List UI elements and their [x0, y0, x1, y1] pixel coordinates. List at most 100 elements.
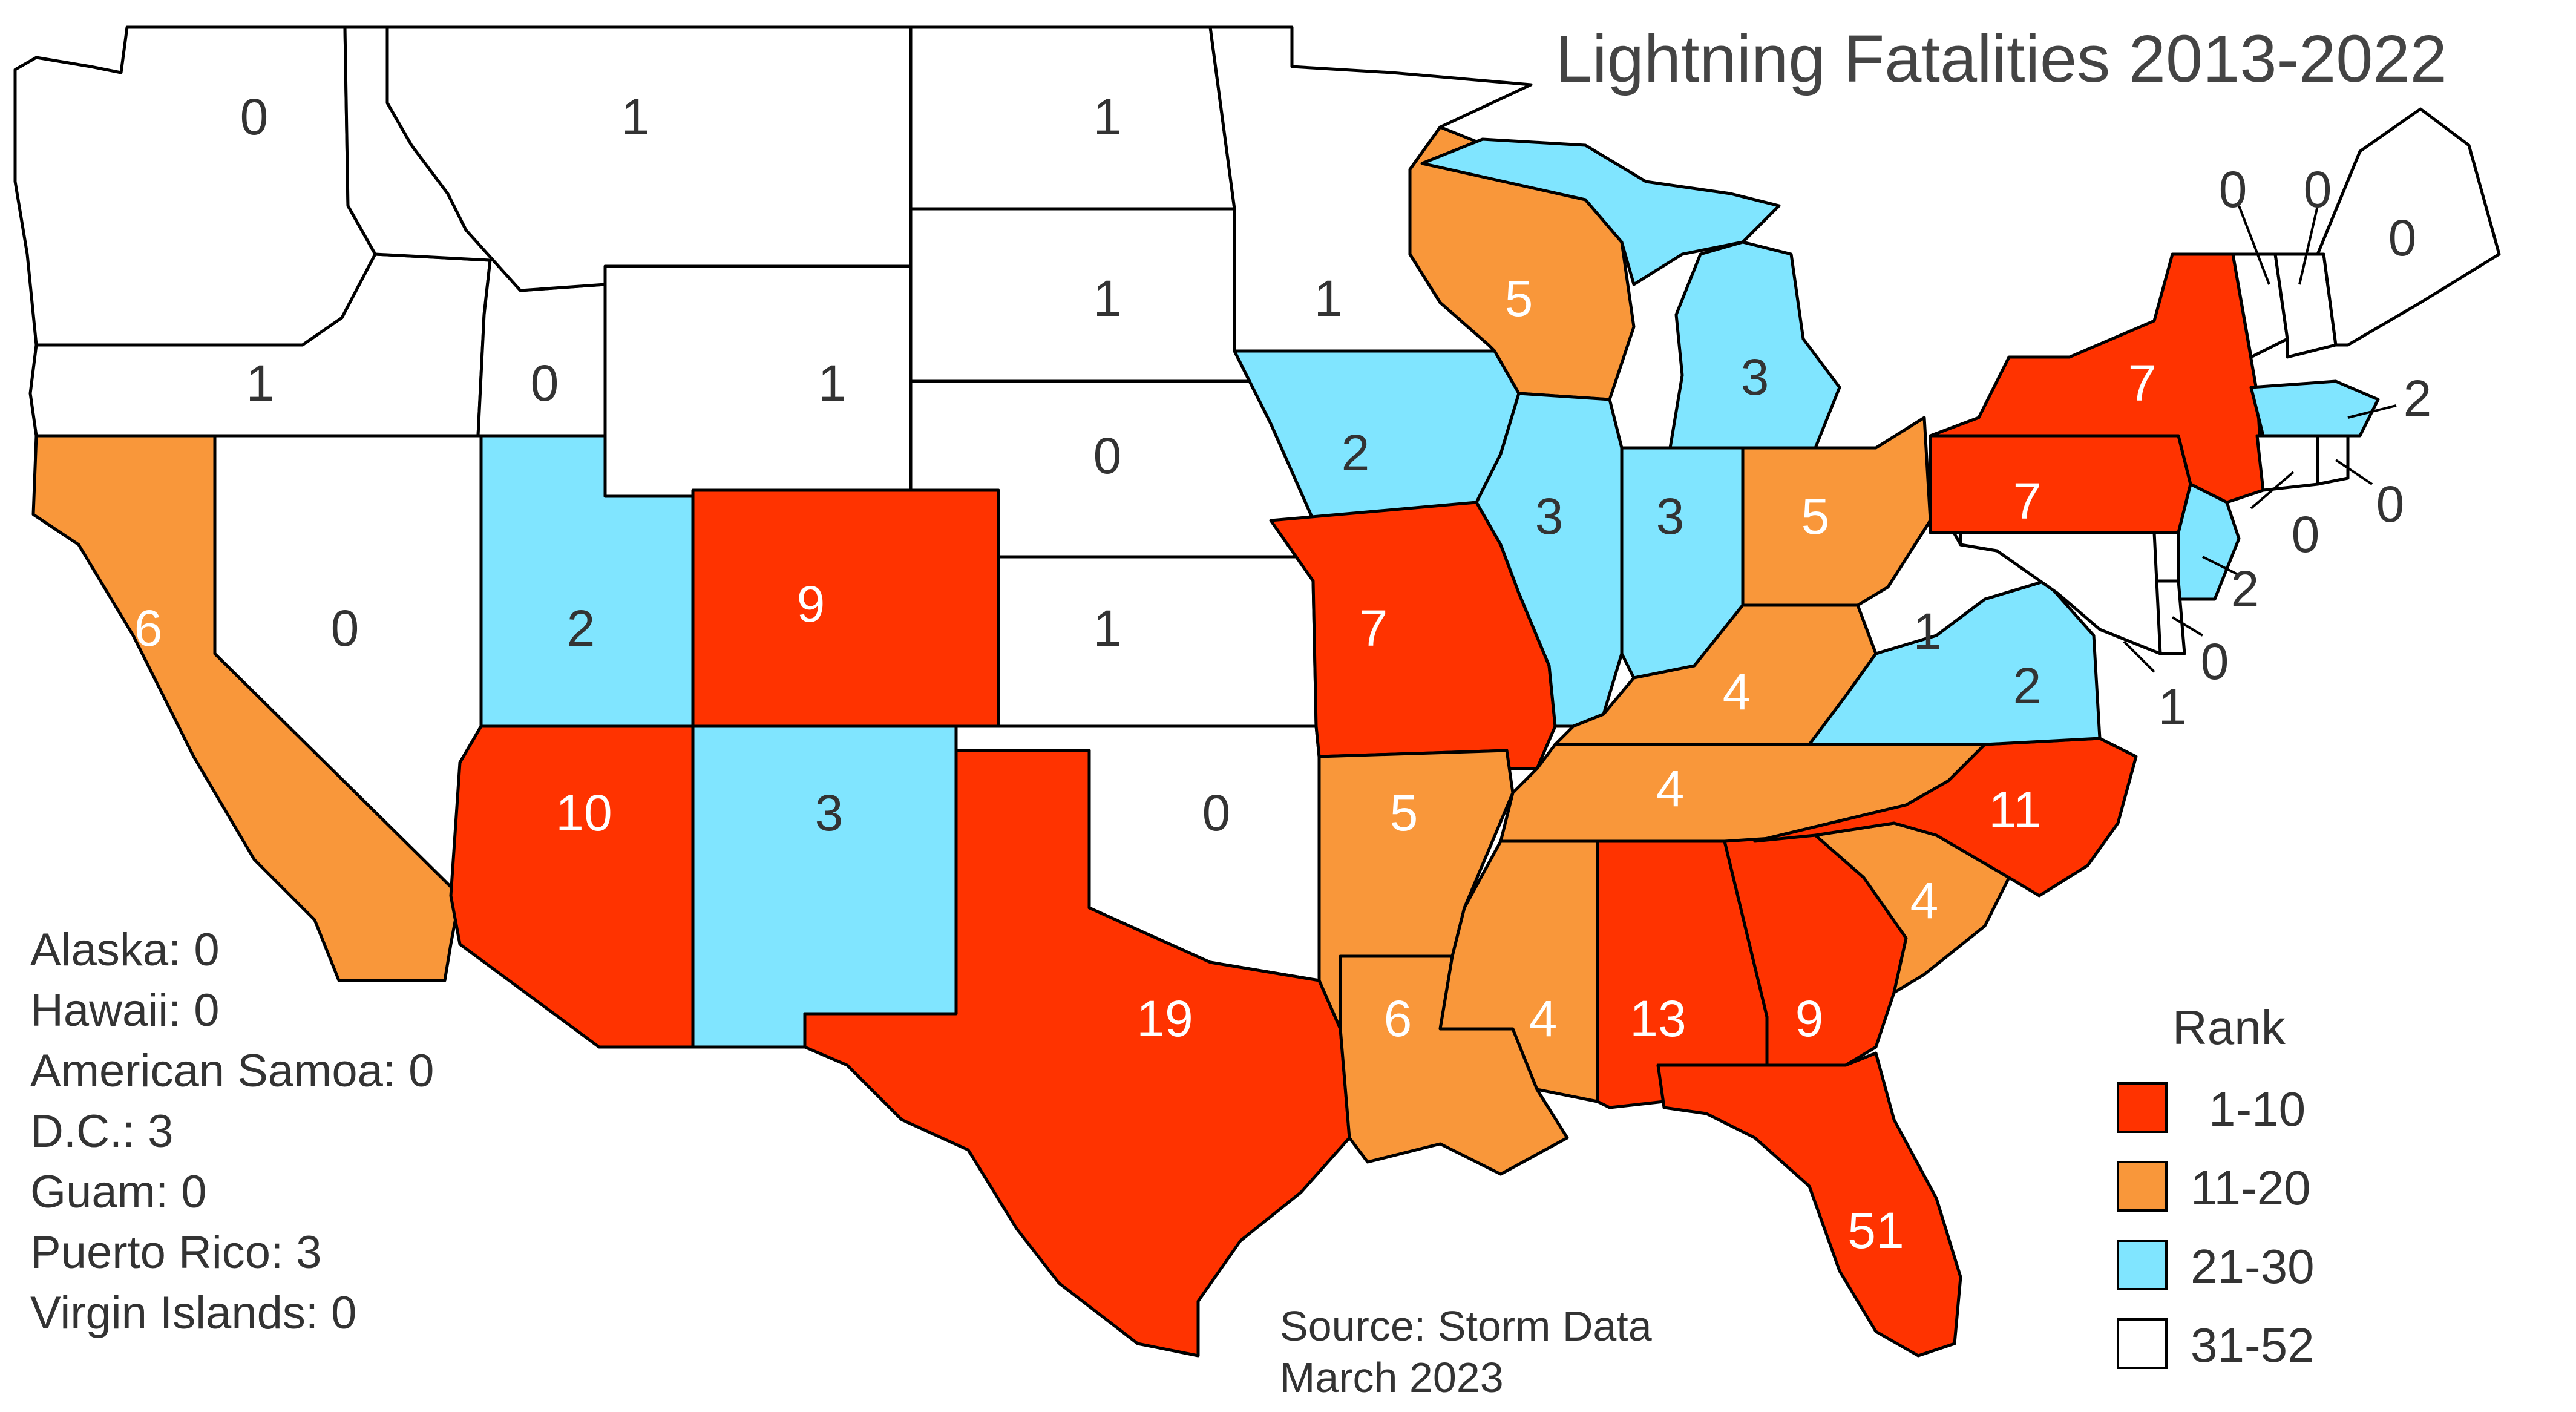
label-tx: 19 [1136, 990, 1193, 1047]
state-md [1959, 531, 2162, 655]
state-mi-upper [1420, 137, 1781, 286]
state-nh [2273, 252, 2338, 359]
label-nc: 11 [1988, 781, 2041, 838]
label-fl: 51 [1847, 1202, 1904, 1259]
label-ca: 6 [134, 600, 163, 657]
source-note: Source: Storm Data March 2023 [1280, 1302, 1652, 1401]
territory-item: D.C.: 3 [30, 1106, 174, 1157]
leader-ri [2335, 459, 2373, 485]
legend-swatch [2117, 1240, 2168, 1290]
label-mt: 1 [621, 88, 650, 145]
territory-item: Alaska: 0 [30, 924, 220, 976]
state-nm [691, 724, 958, 1049]
label-mi: 3 [1741, 349, 1769, 406]
state-ma [2249, 379, 2380, 438]
legend-label: 21-30 [2191, 1240, 2315, 1293]
legend-title: Rank [2172, 1000, 2286, 1054]
state-me [2316, 107, 2501, 347]
label-ky: 4 [1723, 663, 1751, 720]
label-ar: 5 [1390, 784, 1418, 841]
label-ut: 2 [567, 600, 595, 657]
label-mn: 1 [1314, 270, 1343, 327]
leader-ma [2347, 404, 2397, 419]
map-title: Lightning Fatalities 2013-2022 [1555, 22, 2447, 96]
state-labels: 0 1 6 0 0 1 1 2 9 10 3 1 1 0 1 0 19 1 2 … [134, 88, 2432, 1259]
state-nd [909, 25, 1236, 211]
label-ct: 0 [2292, 506, 2320, 563]
label-wv: 1 [1913, 603, 1942, 660]
label-ga: 9 [1795, 990, 1824, 1047]
legend: Rank 1-10 11-20 21-30 31-52 [2117, 1000, 2315, 1372]
label-oh: 5 [1801, 488, 1830, 545]
label-wi: 5 [1505, 270, 1533, 327]
source-line: Source: Storm Data [1280, 1302, 1652, 1350]
label-mo: 7 [1360, 600, 1388, 657]
label-tn: 4 [1656, 760, 1685, 817]
leader-de [2171, 616, 2204, 637]
label-de: 0 [2201, 633, 2229, 690]
label-ks: 1 [1093, 600, 1122, 657]
label-ok: 0 [1202, 784, 1231, 841]
states-layer [13, 25, 2501, 1358]
legend-label: 31-52 [2191, 1318, 2315, 1372]
label-or: 1 [246, 355, 275, 412]
label-vt: 0 [2219, 161, 2247, 218]
leader-ct [2250, 471, 2295, 510]
territory-item: American Samoa: 0 [30, 1045, 434, 1097]
label-ne: 0 [1093, 427, 1122, 484]
label-nh: 0 [2304, 161, 2332, 218]
label-wy: 1 [818, 355, 847, 412]
leader-lines [2123, 205, 2397, 673]
label-pa: 7 [2013, 473, 2042, 530]
leader-nj [2202, 556, 2240, 576]
label-sc: 4 [1910, 872, 1939, 929]
label-co: 9 [797, 576, 825, 632]
label-al: 13 [1630, 990, 1686, 1047]
label-az: 10 [556, 784, 612, 841]
state-ks [997, 555, 1321, 728]
state-co [691, 488, 1000, 728]
leader-vt [2238, 205, 2270, 285]
label-ri: 0 [2376, 476, 2405, 533]
label-nv: 0 [331, 600, 359, 657]
territory-item: Guam: 0 [30, 1166, 206, 1218]
label-nj: 2 [2231, 560, 2260, 617]
label-ia: 2 [1342, 424, 1370, 481]
label-ms: 4 [1529, 990, 1558, 1047]
territory-item: Virgin Islands: 0 [30, 1287, 356, 1339]
source-date: March 2023 [1280, 1354, 1504, 1401]
territory-item: Puerto Rico: 3 [30, 1227, 322, 1278]
state-sd [909, 207, 1251, 383]
state-mi-lower [1668, 240, 1841, 450]
label-nd: 1 [1093, 88, 1122, 145]
leader-nh [2298, 205, 2319, 285]
label-il: 3 [1535, 488, 1564, 545]
state-wy [603, 264, 913, 498]
leader-md [2123, 640, 2155, 673]
label-sd: 1 [1093, 270, 1122, 327]
label-in: 3 [1656, 488, 1685, 545]
legend-swatch [2117, 1161, 2168, 1212]
territories-list: Alaska: 0 Hawaii: 0 American Samoa: 0 D.… [30, 924, 434, 1339]
legend-label: 11-20 [2191, 1161, 2311, 1215]
state-tx [803, 749, 1351, 1358]
state-ct [2255, 434, 2319, 492]
label-nm: 3 [815, 784, 844, 841]
state-az [449, 724, 695, 1049]
legend-swatch [2117, 1082, 2168, 1133]
label-id: 0 [531, 355, 559, 412]
state-ri [2316, 434, 2350, 486]
label-wa: 0 [240, 88, 269, 145]
label-ny: 7 [2128, 355, 2157, 412]
state-fl [1656, 1051, 1962, 1358]
legend-label: 1-10 [2209, 1082, 2306, 1136]
state-pa [1929, 434, 2192, 534]
territory-item: Hawaii: 0 [30, 985, 220, 1036]
label-va: 2 [2013, 657, 2042, 714]
legend-swatch [2117, 1318, 2168, 1369]
label-md: 1 [2158, 678, 2187, 735]
label-la: 6 [1384, 990, 1412, 1047]
label-ma: 2 [2404, 370, 2432, 427]
